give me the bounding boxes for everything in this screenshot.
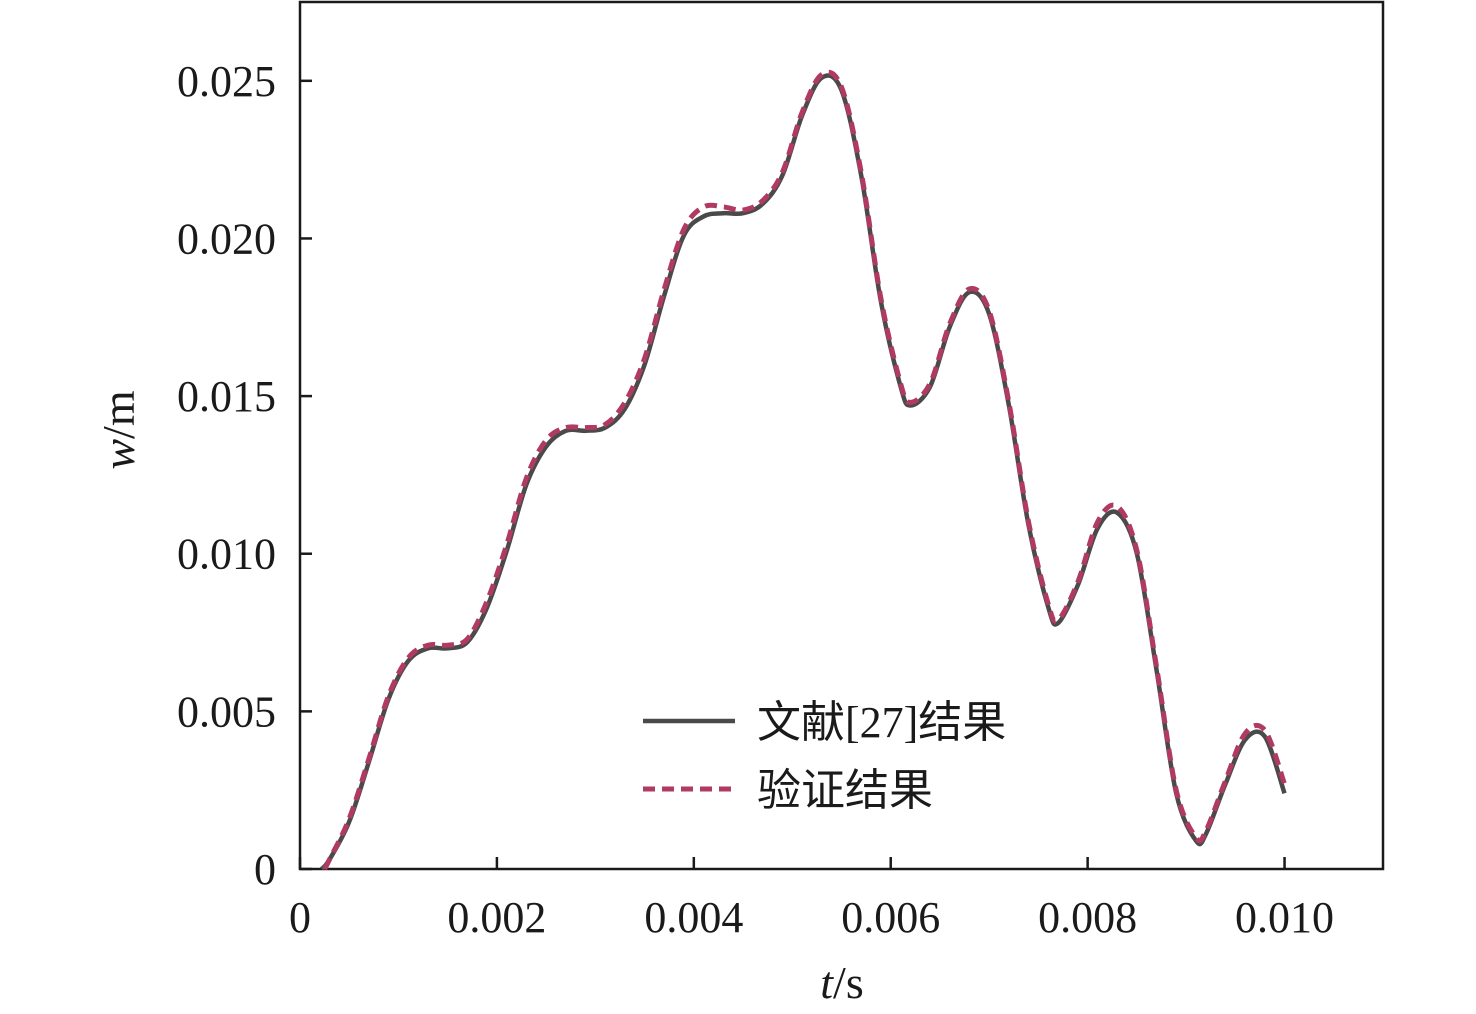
plot-frame	[298, 0, 1385, 871]
y-axis-unit: /m	[93, 390, 144, 439]
legend: 文献[27]结果 验证结果	[643, 698, 1006, 815]
x-tick-label: 0	[289, 893, 311, 942]
x-tick-label: 0.010	[1235, 893, 1334, 942]
x-tick-label: 0.002	[447, 893, 546, 942]
y-tick-label: 0.025	[177, 57, 276, 106]
x-tick-label: 0.004	[644, 893, 743, 942]
x-tick-label: 0.006	[841, 893, 940, 942]
x-tick-label: 0.008	[1038, 893, 1137, 942]
y-axis: 0 0.005 0.010 0.015 0.020 0.025	[177, 57, 312, 894]
y-tick-label: 0.015	[177, 372, 276, 421]
legend-label-series-2: 验证结果	[757, 766, 933, 815]
series-line-1	[319, 73, 1287, 871]
x-axis-var: t	[820, 957, 834, 1008]
x-axis-title: t/s	[820, 957, 863, 1008]
y-tick-label: 0	[254, 845, 276, 894]
series-layer	[319, 69, 1287, 871]
legend-label-series-1: 文献[27]结果	[757, 698, 1006, 747]
y-axis-title: w/m	[93, 390, 144, 469]
y-tick-label: 0.005	[177, 687, 276, 736]
y-tick-label: 0.010	[177, 530, 276, 579]
y-axis-var: w	[93, 439, 144, 470]
series-line-2	[322, 69, 1287, 871]
x-axis: 0 0.002 0.004 0.006 0.008 0.010	[289, 857, 1334, 942]
x-axis-unit: /s	[833, 957, 864, 1008]
y-tick-label: 0.020	[177, 214, 276, 263]
